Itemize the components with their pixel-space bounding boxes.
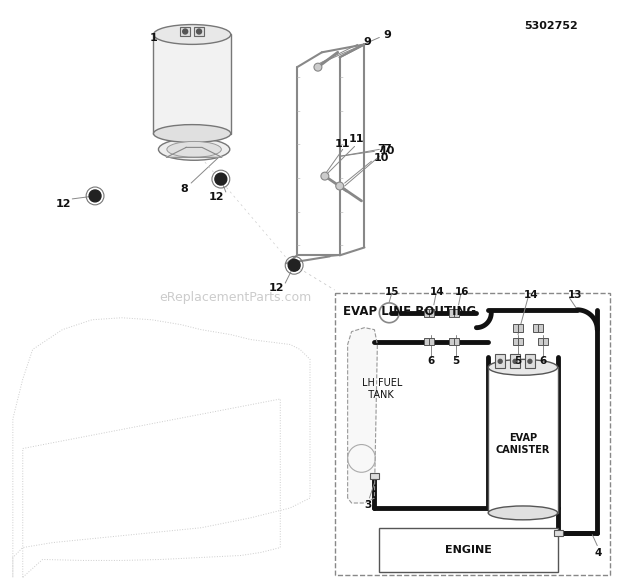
- Bar: [335, 293, 610, 575]
- Bar: [513, 323, 518, 332]
- Bar: [538, 338, 542, 346]
- Bar: [489, 367, 557, 513]
- Text: 8: 8: [180, 184, 188, 194]
- Text: eReplacementParts.com: eReplacementParts.com: [159, 291, 312, 305]
- Text: 5302752: 5302752: [524, 21, 577, 30]
- Ellipse shape: [489, 506, 557, 520]
- Bar: [429, 309, 434, 317]
- Bar: [449, 309, 454, 317]
- Circle shape: [513, 359, 517, 363]
- Circle shape: [314, 63, 322, 71]
- Circle shape: [336, 182, 343, 190]
- Text: 4: 4: [595, 547, 602, 557]
- Text: 6: 6: [427, 356, 435, 366]
- Text: 5: 5: [515, 356, 521, 366]
- Text: 15: 15: [385, 287, 399, 297]
- Ellipse shape: [159, 138, 230, 160]
- Text: 10: 10: [379, 146, 395, 156]
- Text: 1: 1: [149, 33, 157, 43]
- Circle shape: [215, 173, 227, 185]
- Bar: [424, 309, 429, 317]
- Text: EVAP LINE ROUTING: EVAP LINE ROUTING: [343, 305, 476, 318]
- Bar: [513, 338, 518, 346]
- Ellipse shape: [154, 125, 231, 142]
- Text: 13: 13: [568, 290, 583, 300]
- Text: 9: 9: [363, 38, 371, 47]
- Text: 14: 14: [523, 290, 538, 300]
- Text: LH FUEL
  TANK: LH FUEL TANK: [361, 379, 402, 400]
- Text: 9: 9: [383, 30, 391, 40]
- Ellipse shape: [167, 141, 221, 157]
- Circle shape: [528, 359, 532, 363]
- Text: 12: 12: [209, 192, 224, 202]
- Text: 12: 12: [56, 199, 71, 209]
- Polygon shape: [166, 148, 222, 157]
- Text: 6: 6: [539, 356, 546, 366]
- Bar: [454, 309, 459, 317]
- Bar: [554, 530, 562, 536]
- Bar: [518, 338, 523, 346]
- Text: ENGINE: ENGINE: [445, 544, 492, 554]
- Bar: [533, 323, 538, 332]
- Bar: [449, 338, 454, 346]
- Text: 11: 11: [349, 134, 365, 145]
- Circle shape: [288, 260, 300, 271]
- Bar: [429, 338, 434, 346]
- Bar: [518, 323, 523, 332]
- Text: EVAP
CANISTER: EVAP CANISTER: [496, 433, 550, 455]
- Text: 11: 11: [335, 139, 350, 149]
- Text: 7: 7: [378, 144, 385, 154]
- Bar: [379, 528, 557, 573]
- Circle shape: [498, 359, 502, 363]
- Bar: [370, 473, 379, 479]
- Text: 14: 14: [430, 287, 444, 297]
- Bar: [454, 338, 459, 346]
- Bar: [538, 323, 542, 332]
- Bar: [495, 355, 505, 368]
- Ellipse shape: [154, 25, 231, 45]
- Bar: [154, 35, 231, 134]
- Text: 10: 10: [374, 154, 389, 163]
- Text: 5: 5: [452, 356, 459, 366]
- Polygon shape: [348, 328, 378, 503]
- Bar: [510, 355, 520, 368]
- Circle shape: [321, 172, 329, 180]
- Bar: [180, 26, 190, 36]
- Bar: [525, 355, 535, 368]
- Bar: [194, 26, 204, 36]
- Text: 16: 16: [455, 287, 470, 297]
- Circle shape: [89, 190, 101, 202]
- Ellipse shape: [489, 359, 557, 375]
- Text: 7: 7: [383, 144, 391, 154]
- Text: 3: 3: [364, 500, 371, 510]
- Circle shape: [197, 29, 202, 34]
- Bar: [542, 338, 547, 346]
- Circle shape: [183, 29, 188, 34]
- Text: 12: 12: [268, 283, 284, 293]
- Bar: [424, 338, 429, 346]
